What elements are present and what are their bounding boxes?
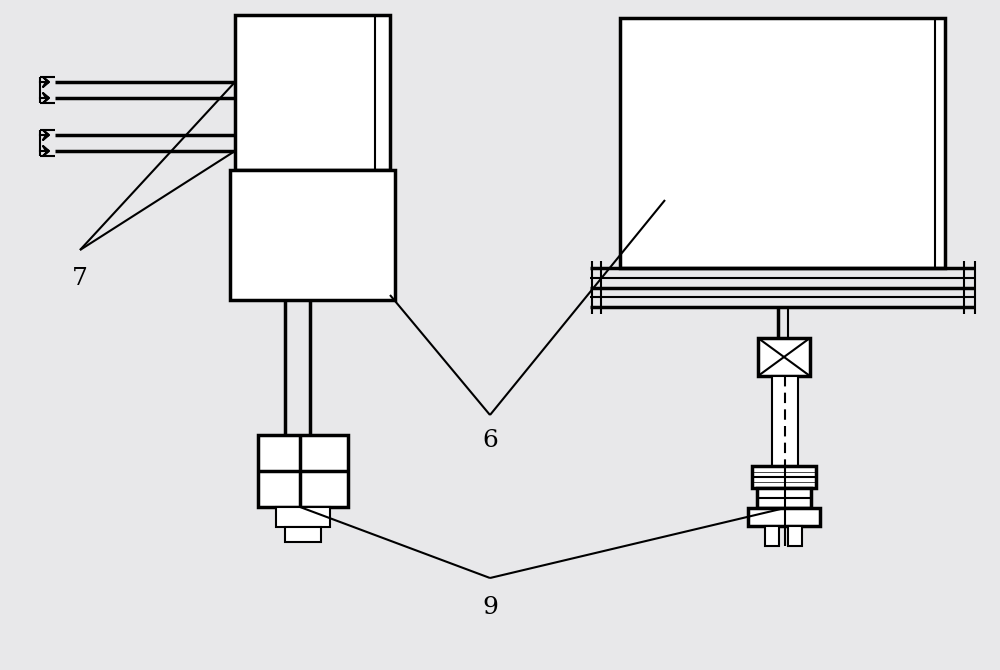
- Bar: [258, 435, 348, 507]
- Bar: [748, 508, 820, 526]
- Bar: [758, 338, 810, 376]
- Bar: [230, 170, 395, 300]
- Bar: [276, 507, 330, 527]
- Bar: [772, 376, 798, 466]
- Text: 6: 6: [482, 429, 498, 452]
- Bar: [620, 18, 945, 268]
- Bar: [765, 526, 779, 546]
- Text: 7: 7: [72, 267, 88, 289]
- Text: 9: 9: [482, 596, 498, 618]
- Bar: [757, 488, 811, 508]
- Bar: [752, 466, 816, 488]
- Bar: [788, 526, 802, 546]
- Bar: [235, 15, 390, 170]
- Bar: [285, 527, 321, 542]
